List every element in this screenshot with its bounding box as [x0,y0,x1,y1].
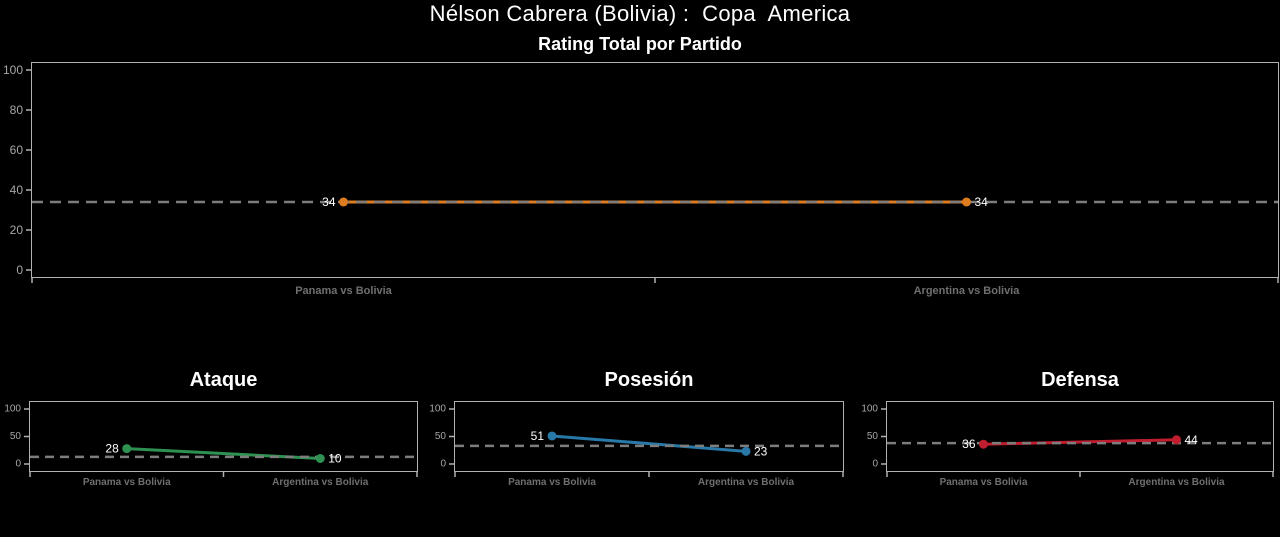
x-tick-label: Panama vs Bolivia [508,477,596,488]
y-tick-label: 50 [867,431,879,442]
y-tick-label: 100 [3,63,23,77]
data-point-marker [315,454,325,463]
x-tick-label: Panama vs Bolivia [295,285,392,297]
value-label: 34 [322,195,336,209]
x-tick-label: Argentina vs Bolivia [698,477,795,488]
value-label: 34 [975,195,989,209]
defensa-chart-title: Defensa [1041,369,1119,391]
data-point-marker [962,197,971,207]
x-tick-label: Panama vs Bolivia [83,477,171,488]
defensa-chart: 36 44 0 50 100 Panama vs Bolivia Argentina vs … [861,401,1274,488]
value-label: 28 [105,442,119,456]
y-tick-label: 60 [10,143,24,157]
y-tick-label: 100 [429,404,446,415]
x-tick-label: Panama vs Bolivia [940,477,1028,488]
value-label: 10 [328,452,342,466]
y-tick-label: 40 [10,183,24,197]
posesion-chart: 51 23 0 50 100 Panama vs Bolivia Argentina vs … [429,401,844,488]
value-label: 36 [962,437,976,451]
rating-total-chart: 34 34 0 20 40 60 80 100 Panama vs Bolivia Argenti… [3,62,1279,297]
y-tick-label: 100 [4,404,21,415]
posesion-chart-title: Posesión [604,369,694,391]
y-tick-label: 0 [872,459,878,470]
value-label: 51 [531,429,545,443]
data-point-marker [741,446,751,456]
data-point-marker [1172,435,1181,445]
data-point-marker [339,197,348,207]
series-line [550,434,748,453]
main-chart-title: Rating Total por Partido [538,34,742,54]
y-tick-label: 20 [10,223,24,237]
ataque-chart: 28 10 0 50 100 Panama vs Bolivia Argentina vs … [4,401,418,488]
x-tick-label: Argentina vs Bolivia [914,285,1021,297]
y-tick-label: 80 [10,103,24,117]
posesion-chart-svg: 51 23 0 50 100 Panama vs Bolivia Argentina vs … [429,404,844,488]
y-tick-label: 0 [16,263,23,277]
page-title: Nélson Cabrera (Bolivia) : Copa America [429,1,851,26]
defensa-chart-svg: 36 44 0 50 100 Panama vs Bolivia Argentina vs … [861,404,1274,488]
rating-total-chart-svg: 34 34 0 20 40 60 80 100 Panama vs Bolivia Argenti… [3,63,1279,297]
y-tick-label: 0 [15,459,21,470]
x-tick-label: Argentina vs Bolivia [272,477,369,488]
y-tick-label: 0 [440,459,446,470]
y-tick-label: 50 [10,431,22,442]
data-point-marker [979,439,988,449]
y-tick-label: 50 [435,431,447,442]
x-tick-label: Argentina vs Bolivia [1128,477,1225,488]
data-point-marker [122,444,132,454]
value-label: 44 [1185,433,1199,447]
y-tick-label: 100 [861,404,878,415]
data-point-marker [547,431,557,441]
value-label: 23 [754,444,768,458]
ataque-chart-title: Ataque [189,369,258,391]
